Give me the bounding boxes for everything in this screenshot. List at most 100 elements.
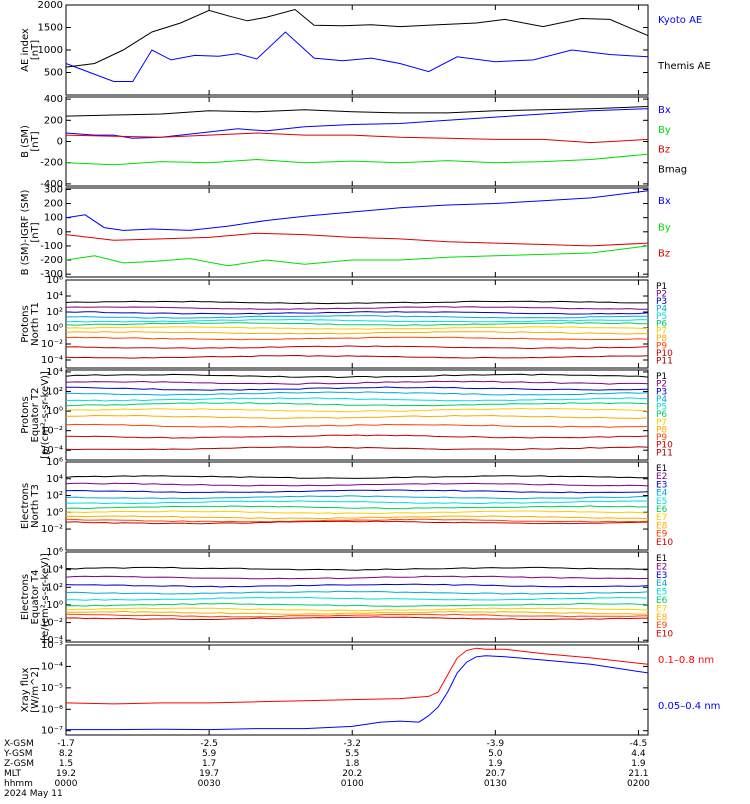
series-line: [65, 616, 649, 621]
legend-label: E9: [656, 530, 668, 540]
y-tick-label: 10⁻⁴: [41, 355, 63, 366]
legend-label: E2: [656, 562, 667, 572]
legend-label: E8: [656, 521, 668, 531]
y-axis-label: Xray flux: [20, 668, 31, 713]
legend-label: P11: [656, 357, 673, 367]
series-line: [66, 414, 649, 420]
series-line: [65, 434, 649, 439]
y-tick-label: 2000: [38, 0, 63, 11]
legend-label: E8: [656, 613, 668, 623]
legend-label: E6: [656, 596, 668, 606]
series-line: [65, 153, 649, 166]
legend-label: E3: [656, 480, 667, 490]
series-line: [65, 515, 649, 520]
panel-frame: [65, 4, 649, 96]
time-axis-value: 4.4: [631, 749, 646, 759]
time-axis-value: 1.9: [488, 759, 503, 769]
series-line: [65, 510, 649, 515]
series-line: [65, 489, 649, 494]
legend-label: E1: [656, 554, 667, 564]
time-axis-value: 20.2: [342, 769, 362, 779]
series-line: [65, 108, 649, 139]
series-line: [65, 319, 648, 323]
y-tick-label: 10²: [46, 582, 63, 593]
series-line: [65, 190, 649, 231]
legend-label: E3: [656, 571, 667, 581]
legend-label: Bx: [658, 196, 671, 207]
time-axis-value: -3.9: [487, 739, 505, 749]
series-line: [65, 610, 649, 615]
time-axis-value: -3.2: [343, 739, 361, 749]
panel-frame: [65, 461, 649, 551]
time-row-label: hhmm: [4, 779, 33, 789]
legend-label: P1: [656, 282, 667, 292]
panel-frame: [65, 187, 649, 278]
series-line: [65, 505, 649, 510]
y-tick-label: 10⁴: [46, 565, 63, 576]
legend-label: E9: [656, 621, 668, 631]
y-tick-label: 10⁶: [46, 547, 63, 558]
y-tick-label: 10⁻²: [41, 524, 63, 535]
legend-label: P9: [656, 342, 667, 352]
legend-label: P5: [656, 403, 667, 413]
time-row-label: MLT: [4, 769, 22, 779]
time-axis-value: 8.2: [59, 749, 73, 759]
panel-frame: [65, 279, 649, 369]
time-axis-value: -1.7: [57, 739, 75, 749]
legend-label: E10: [656, 630, 673, 640]
y-tick-label: 1000: [38, 45, 63, 56]
y-tick-label: 200: [44, 115, 63, 126]
legend-label: P2: [656, 380, 667, 390]
legend-label: P4: [656, 304, 667, 314]
legend-label: By: [658, 222, 671, 233]
y-tick-label: 10⁰: [46, 406, 63, 417]
legend-label: Kyoto AE: [658, 15, 702, 26]
time-axis-value: 5.0: [488, 749, 503, 759]
y-axis-label: Protons: [20, 305, 31, 342]
time-axis-value: 19.7: [199, 769, 219, 779]
legend-label: P7: [656, 418, 667, 428]
legend-label: Bmag: [658, 164, 687, 175]
y-tick-label: 0: [57, 137, 63, 148]
series-line: [65, 306, 648, 310]
y-tick-label: 10⁻⁶: [41, 704, 63, 715]
series-line: [65, 402, 649, 407]
series-line: [65, 326, 649, 330]
y-tick-label: -100: [40, 241, 63, 252]
series-line: [65, 311, 649, 315]
y-tick-label: 10⁻⁴: [41, 445, 63, 456]
y-tick-label: 10²: [46, 307, 63, 318]
series-line: [65, 336, 649, 341]
legend-label: P3: [656, 387, 667, 397]
y-tick-label: 10⁻²: [41, 426, 63, 437]
time-axis-value: 5.5: [345, 749, 359, 759]
legend-label: P2: [656, 289, 667, 299]
y-tick-label: -400: [40, 179, 63, 190]
y-tick-label: 500: [44, 68, 63, 79]
date-label: 2024 May 11: [4, 789, 63, 799]
legend-label: Themis AE: [657, 61, 711, 72]
y-tick-label: 100: [44, 213, 63, 224]
time-axis-value: 0100: [341, 779, 364, 789]
y-tick-label: 10⁻⁷: [41, 726, 63, 737]
y-tick-label: 10²: [46, 387, 63, 398]
series-line: [65, 583, 649, 588]
y-axis-label-2: North T1: [30, 302, 41, 346]
legend-label: P4: [656, 395, 667, 405]
legend-label: E7: [656, 513, 667, 523]
series-line: [65, 495, 649, 500]
series-line: [65, 354, 649, 359]
series-line: [65, 518, 649, 523]
series-line: [66, 386, 649, 391]
time-row-label: Y-GSM: [3, 749, 32, 759]
y-axis-unit: [nT]: [30, 222, 41, 242]
y-tick-label: 10⁻²: [41, 618, 63, 629]
y-tick-label: 300: [44, 184, 63, 195]
panel-frame: [65, 551, 649, 643]
y-tick-label: 10⁴: [46, 291, 63, 302]
y-tick-label: 200: [44, 199, 63, 210]
series-line: [65, 8, 649, 68]
legend-label: P5: [656, 312, 667, 322]
series-line: [65, 106, 649, 117]
